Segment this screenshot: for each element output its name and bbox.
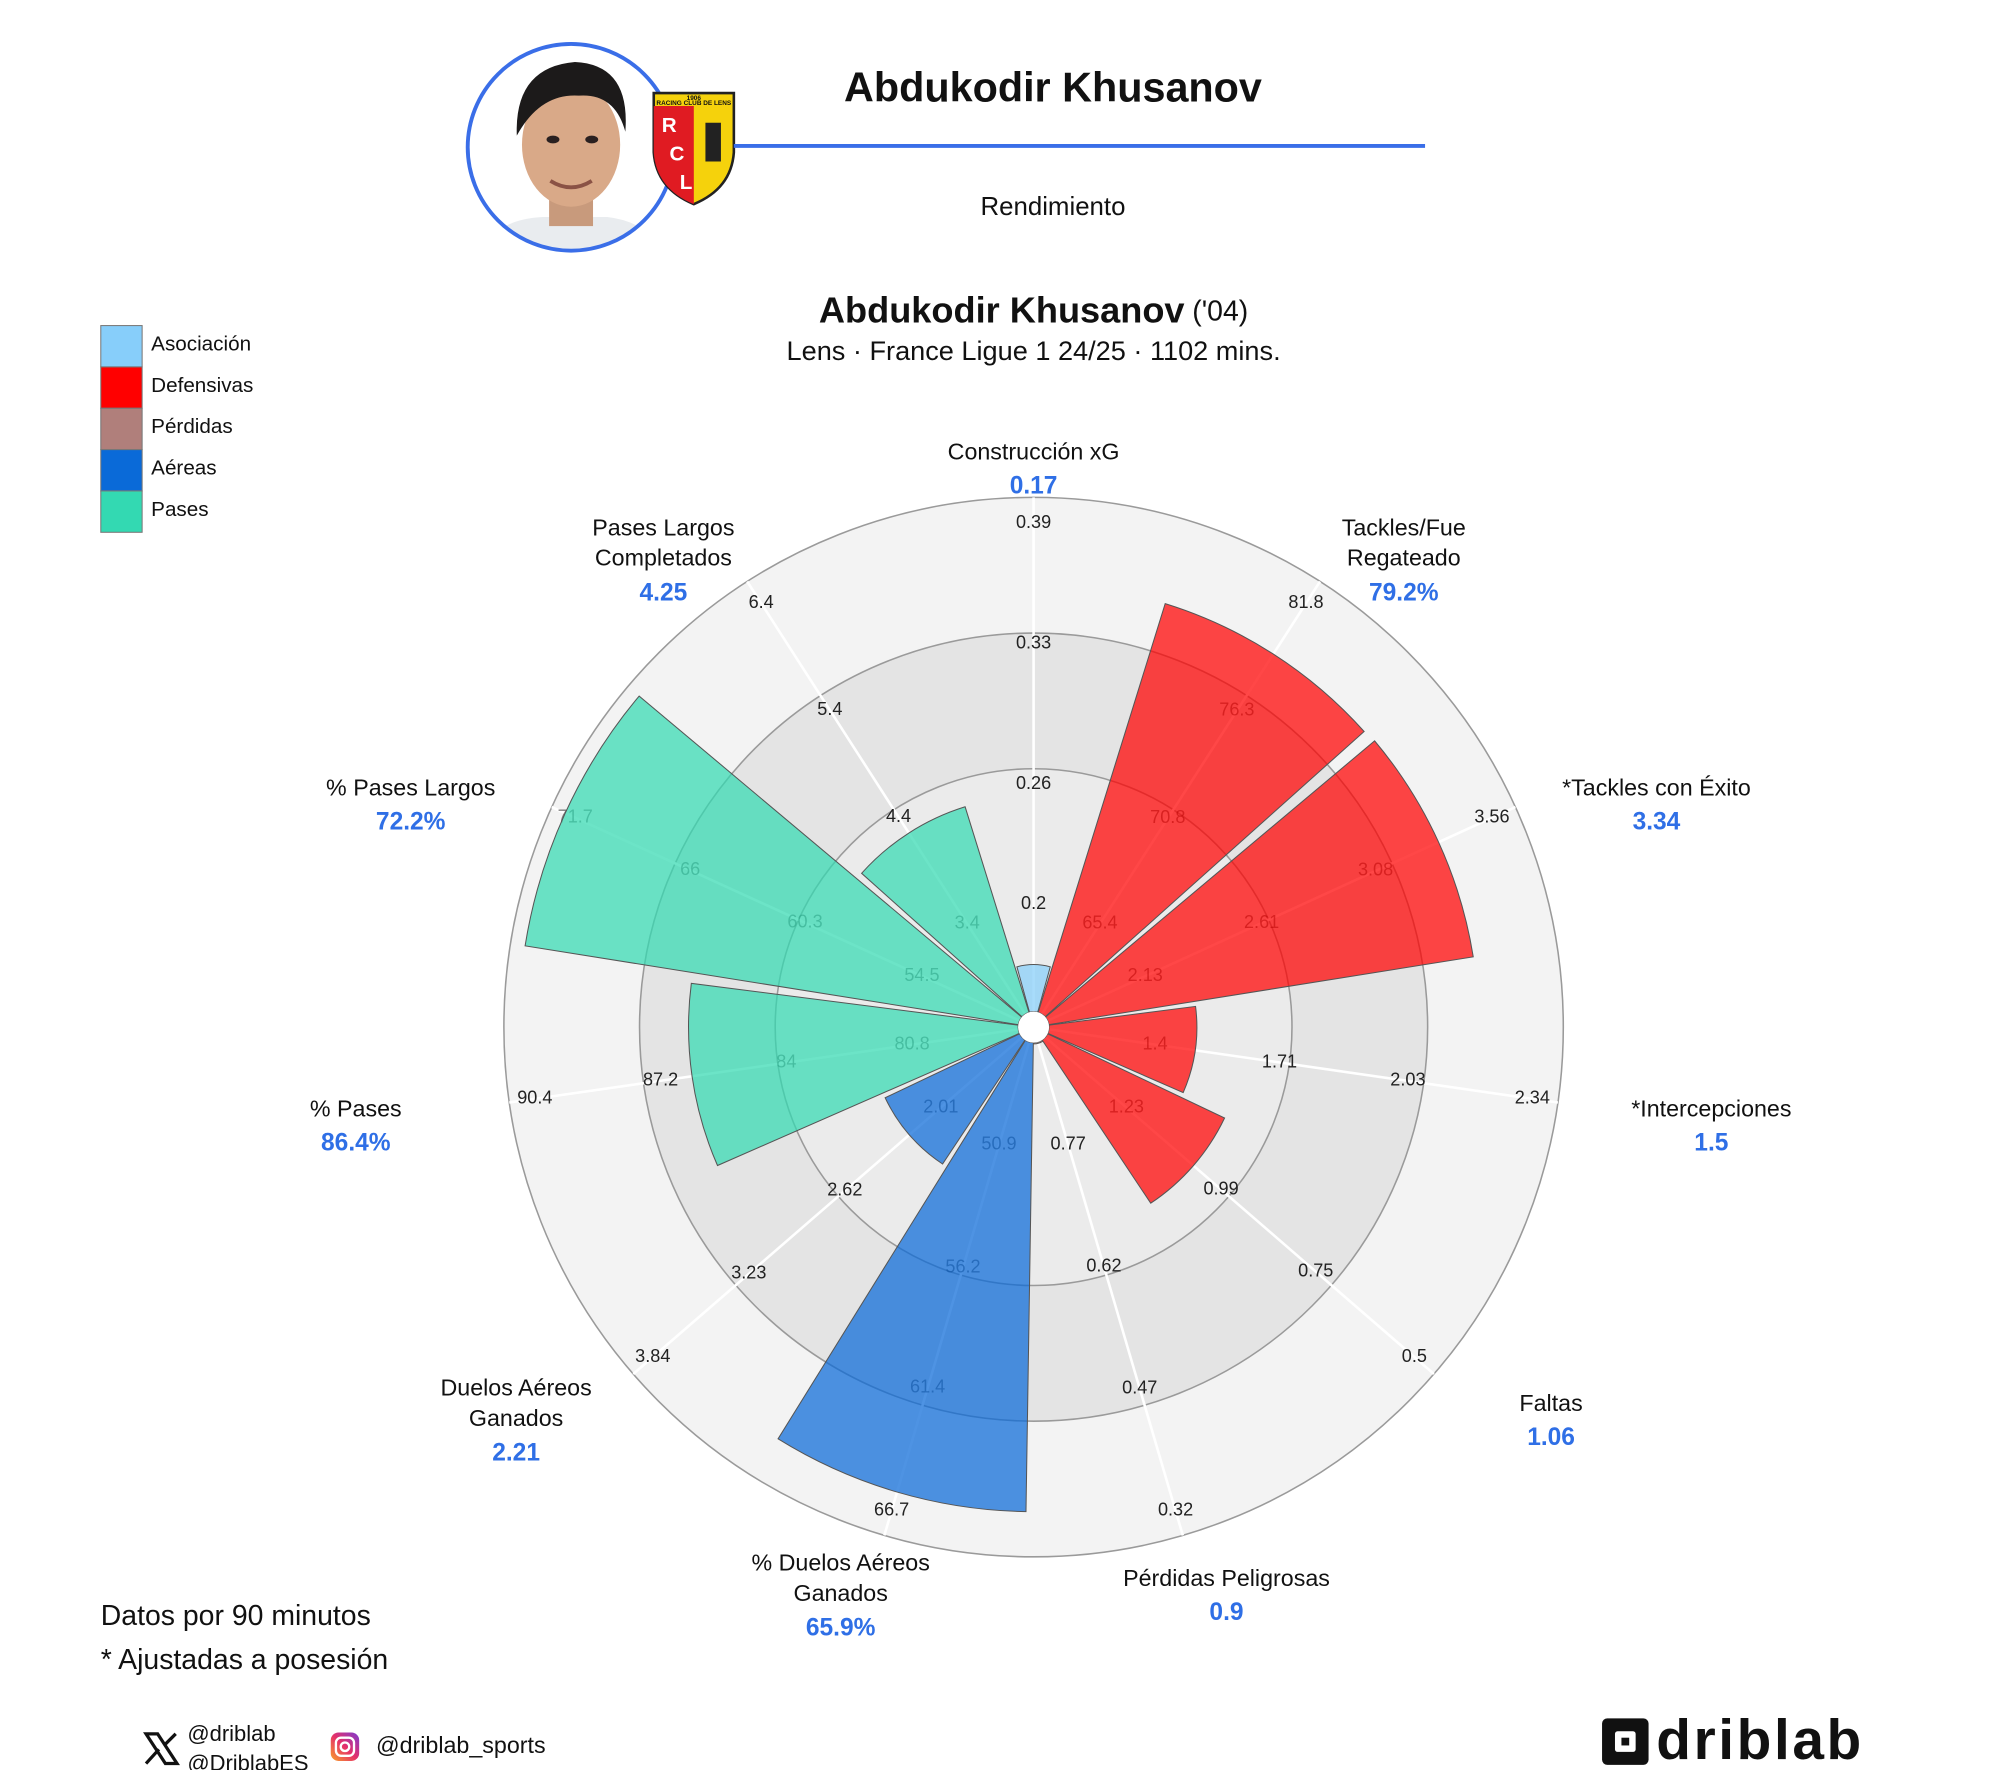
legend-label: Pases <box>151 498 208 521</box>
value-label: 3.34 <box>1633 809 1681 836</box>
value-label: 79.2% <box>1369 579 1439 606</box>
value-label: 4.25 <box>640 579 688 606</box>
chart-title: Abdukodir Khusanov ('04) <box>819 289 1248 330</box>
tick-label: 0.62 <box>1086 1256 1121 1276</box>
spoke <box>1032 1026 1185 1536</box>
tick-label: 5.4 <box>817 699 842 719</box>
axis-label: Pérdidas Peligrosas <box>1123 1565 1330 1591</box>
axis-label: % Duelos Aéreos <box>751 1550 929 1576</box>
footnote: Datos por 90 minutos <box>101 1600 371 1632</box>
instagram-handle: @driblab_sports <box>376 1732 546 1758</box>
x-handle: @driblab <box>187 1721 275 1746</box>
tick-label: 0.26 <box>1016 773 1051 793</box>
logo: driblab <box>1602 1709 1864 1770</box>
badge-letter: C <box>670 142 685 165</box>
logo-text: driblab <box>1656 1709 1864 1770</box>
tick-label: 2.62 <box>827 1179 862 1199</box>
tick-label: 0.99 <box>1203 1178 1238 1198</box>
badge-year: 1906 <box>687 95 702 102</box>
tick-label: 0.75 <box>1298 1260 1333 1280</box>
axis-label: Construcción xG <box>948 439 1120 465</box>
value-label: 0.17 <box>1010 473 1058 500</box>
axis-label: % Pases <box>310 1095 402 1121</box>
tick-label: 6.4 <box>749 592 774 612</box>
axis-label: Ganados <box>469 1405 563 1431</box>
axis-label: Regateado <box>1347 545 1461 571</box>
axis-label: Duelos Aéreos <box>440 1375 591 1401</box>
header: 1906 RACING CLUB DE LENS R C L Abdukodir… <box>465 41 1426 253</box>
tick-label: 87.2 <box>643 1070 678 1090</box>
legend-label: Aéreas <box>151 456 216 479</box>
tick-label: 0.39 <box>1016 512 1051 532</box>
instagram-icon <box>330 1732 360 1761</box>
tick-label: 2.03 <box>1390 1070 1425 1090</box>
tick-label: 3.56 <box>1474 807 1509 827</box>
x-icon <box>143 1732 180 1766</box>
axis-label: *Tackles con Éxito <box>1562 775 1751 801</box>
center-hub <box>1018 1011 1050 1043</box>
value-label: 2.21 <box>492 1439 540 1466</box>
value-label: 72.2% <box>376 809 446 836</box>
x-handle: @DriblabES <box>187 1751 308 1770</box>
tick-label: 3.84 <box>635 1346 670 1366</box>
club-badge: 1906 RACING CLUB DE LENS R C L <box>652 91 736 206</box>
badge-club: RACING CLUB DE LENS <box>656 100 731 107</box>
value-label: 0.9 <box>1209 1599 1243 1626</box>
chart-title-name: Abdukodir Khusanov <box>819 289 1185 330</box>
legend-label: Asociación <box>151 332 251 355</box>
legend-swatch <box>100 407 143 451</box>
footnote: * Ajustadas a posesión <box>101 1644 388 1676</box>
axis-label: Ganados <box>793 1580 887 1606</box>
legend-swatch <box>100 449 143 492</box>
tick-label: 1.71 <box>1262 1051 1297 1071</box>
axis-label: % Pases Largos <box>326 775 495 801</box>
axis-label: Tackles/Fue <box>1342 514 1466 540</box>
axis-label: Pases Largos <box>592 514 734 540</box>
value-label: 1.06 <box>1527 1424 1575 1451</box>
chart-title-suffix: ('04) <box>1192 295 1248 327</box>
tick-label: 0.5 <box>1402 1346 1427 1366</box>
value-label: 1.5 <box>1694 1129 1728 1156</box>
footer: Datos por 90 minutos * Ajustadas a poses… <box>101 1600 1864 1770</box>
bar <box>1044 740 1474 1026</box>
axis-label: Faltas <box>1519 1390 1582 1416</box>
tick-label: 0.33 <box>1016 632 1051 652</box>
axis-label: Completados <box>595 545 732 571</box>
tick-label: 3.23 <box>731 1263 766 1283</box>
value-label: 86.4% <box>321 1129 391 1156</box>
tick-label: 81.8 <box>1288 592 1323 612</box>
tick-label: 0.2 <box>1021 893 1046 913</box>
chart-subtitle: Lens · France Ligue 1 24/25 · 1102 mins. <box>787 335 1281 366</box>
legend-swatch <box>100 325 143 368</box>
tick-label: 0.32 <box>1158 1499 1193 1519</box>
tick-label: 90.4 <box>517 1088 552 1108</box>
header-subtitle: Rendimiento <box>980 193 1125 221</box>
legend-swatch <box>100 366 143 409</box>
tick-label: 0.77 <box>1051 1134 1086 1154</box>
legend-label: Defensivas <box>151 374 253 397</box>
axis-label: *Intercepciones <box>1631 1095 1791 1121</box>
legend-swatch <box>100 490 143 533</box>
tick-label: 4.4 <box>886 806 911 826</box>
badge-letter: R <box>662 114 677 137</box>
player-name: Abdukodir Khusanov <box>844 64 1262 110</box>
tick-label: 66.7 <box>874 1499 909 1519</box>
value-label: 65.9% <box>806 1615 876 1642</box>
legend-label: Pérdidas <box>151 415 233 438</box>
badge-letter: L <box>680 171 693 194</box>
legend: Asociación Defensivas Pérdidas Aéreas Pases <box>100 325 253 533</box>
tick-label: 0.47 <box>1122 1377 1157 1397</box>
tick-label: 2.34 <box>1515 1088 1550 1108</box>
